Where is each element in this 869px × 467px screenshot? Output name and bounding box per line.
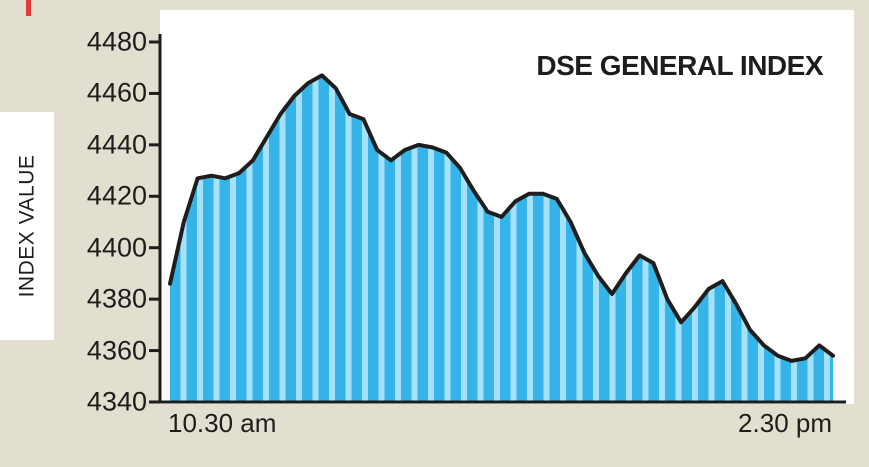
x-axis-label-end: 2.30 pm bbox=[738, 408, 832, 438]
chart-title: DSE GENERAL INDEX bbox=[536, 50, 823, 81]
index-area-series bbox=[170, 75, 833, 403]
y-axis-tick-label: 4460 bbox=[86, 77, 147, 108]
index-line-series bbox=[168, 73, 835, 363]
y-axis-tick-label: 4440 bbox=[86, 129, 147, 160]
y-axis-tick-label: 4400 bbox=[86, 232, 147, 263]
y-axis-tick-label: 4480 bbox=[86, 26, 147, 57]
y-axis-title-strip: INDEX VALUE bbox=[0, 112, 54, 340]
y-axis-tick-label: 4360 bbox=[86, 335, 147, 366]
y-axis-tick-label: 4420 bbox=[86, 180, 147, 211]
y-axis-tick-label: 4380 bbox=[86, 283, 147, 314]
red-crop-mark bbox=[26, 0, 31, 16]
x-axis-label-start: 10.30 am bbox=[168, 408, 277, 438]
y-axis-tick-label: 4340 bbox=[86, 386, 147, 417]
